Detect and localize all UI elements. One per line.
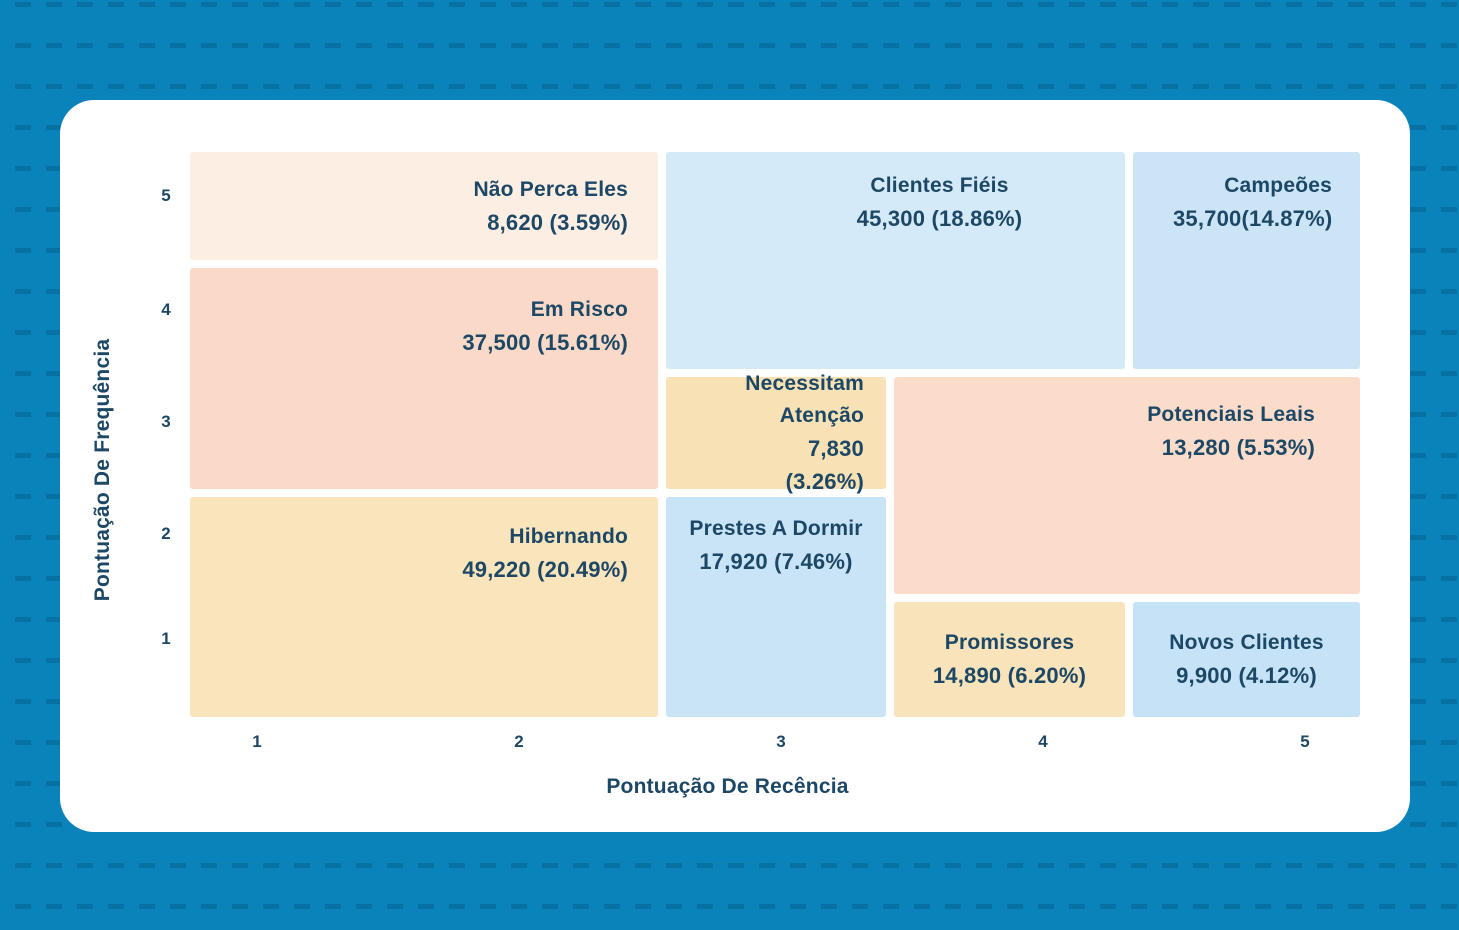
- segment-potenciais-leais[interactable]: Potenciais Leais 13,280 (5.53%): [894, 377, 1360, 594]
- segment-title: Necessitam Atenção: [745, 372, 864, 427]
- segment-value: 35,700(14.87%): [1173, 206, 1333, 231]
- segment-value: 37,500 (15.61%): [462, 330, 628, 355]
- segment-title: Promissores: [944, 631, 1075, 654]
- segment-necessitam-atencao[interactable]: Necessitam Atenção 7,830 (3.26%): [666, 372, 886, 494]
- segment-novos-clientes[interactable]: Novos Clientes 9,900 (4.12%): [1133, 602, 1360, 717]
- y-axis-title: Pontuação De Frequência: [91, 338, 114, 602]
- segment-title: Não Perca Eles: [473, 177, 628, 201]
- x-tick-3: 3: [776, 732, 786, 751]
- segment-title: Campeões: [1224, 174, 1332, 197]
- y-tick-5: 5: [161, 186, 171, 205]
- y-tick-1: 1: [161, 629, 171, 648]
- segment-campeoes[interactable]: Campeões 35,700(14.87%): [1133, 152, 1360, 369]
- x-tick-1: 1: [252, 732, 262, 751]
- segment-value: 8,620 (3.59%): [487, 209, 628, 235]
- segment-title: Novos Clientes: [1169, 631, 1324, 654]
- x-axis-title: Pontuação De Recência: [606, 775, 849, 798]
- segment-clientes-fieis[interactable]: Clientes Fiéis 45,300 (18.86%): [666, 152, 1125, 369]
- y-tick-4: 4: [161, 300, 171, 319]
- segment-nao-perca-eles[interactable]: Não Perca Eles 8,620 (3.59%): [190, 152, 658, 260]
- segment-value: 14,890 (6.20%): [932, 663, 1087, 688]
- x-tick-2: 2: [514, 732, 524, 751]
- segment-value: 13,280 (5.53%): [1161, 435, 1315, 460]
- segment-title: Potenciais Leais: [1147, 403, 1315, 426]
- x-tick-4: 4: [1038, 732, 1048, 751]
- y-tick-3: 3: [161, 412, 171, 431]
- y-tick-2: 2: [161, 524, 171, 543]
- segment-hibernando[interactable]: Hibernando 49,220 (20.49%): [190, 497, 658, 717]
- segment-title: Em Risco: [530, 298, 628, 321]
- segment-value: 45,300 (18.86%): [856, 206, 1023, 231]
- segment-title: Prestes A Dormir: [689, 517, 863, 540]
- segment-value: 9,900 (4.12%): [1176, 663, 1317, 688]
- x-tick-5: 5: [1300, 732, 1310, 751]
- segment-title: Clientes Fiéis: [870, 174, 1009, 197]
- segment-title: Hibernando: [509, 525, 628, 548]
- segment-value: 7,830 (3.26%): [785, 436, 864, 494]
- segment-value: 49,220 (20.49%): [462, 557, 628, 582]
- segment-em-risco[interactable]: Em Risco 37,500 (15.61%): [190, 268, 658, 489]
- segment-value: 17,920 (7.46%): [699, 549, 853, 574]
- segment-promissores[interactable]: Promissores 14,890 (6.20%): [894, 602, 1125, 717]
- segment-prestes-a-dormir[interactable]: Prestes A Dormir 17,920 (7.46%): [666, 497, 886, 717]
